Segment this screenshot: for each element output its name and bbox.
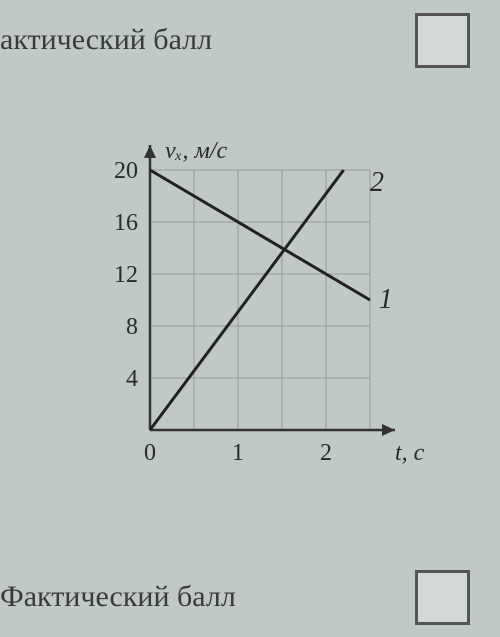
score-input-box-bottom[interactable] [415, 570, 470, 625]
svg-text:20: 20 [114, 158, 138, 184]
chart-series [150, 170, 370, 430]
svg-text:1: 1 [379, 284, 393, 315]
svg-text:16: 16 [114, 210, 138, 236]
footer-label: Фактический балл [0, 580, 395, 614]
svg-text:vₓ, м/с: vₓ, м/с [165, 138, 227, 164]
svg-text:4: 4 [126, 366, 138, 392]
svg-text:8: 8 [126, 314, 138, 340]
header-row: актический балл [0, 0, 500, 80]
svg-text:2: 2 [320, 440, 332, 466]
svg-text:t, с: t, с [395, 440, 425, 466]
score-input-box-top[interactable] [415, 13, 470, 68]
chart-svg: 48121620012vₓ, м/сt, с12 [60, 130, 460, 510]
svg-text:12: 12 [114, 262, 138, 288]
footer-row: Фактический балл [0, 557, 500, 637]
chart-grid [150, 170, 370, 430]
svg-text:2: 2 [370, 167, 384, 198]
svg-text:0: 0 [144, 440, 156, 466]
velocity-chart: 48121620012vₓ, м/сt, с12 [60, 130, 460, 510]
header-label: актический балл [0, 23, 395, 57]
svg-text:1: 1 [232, 440, 244, 466]
